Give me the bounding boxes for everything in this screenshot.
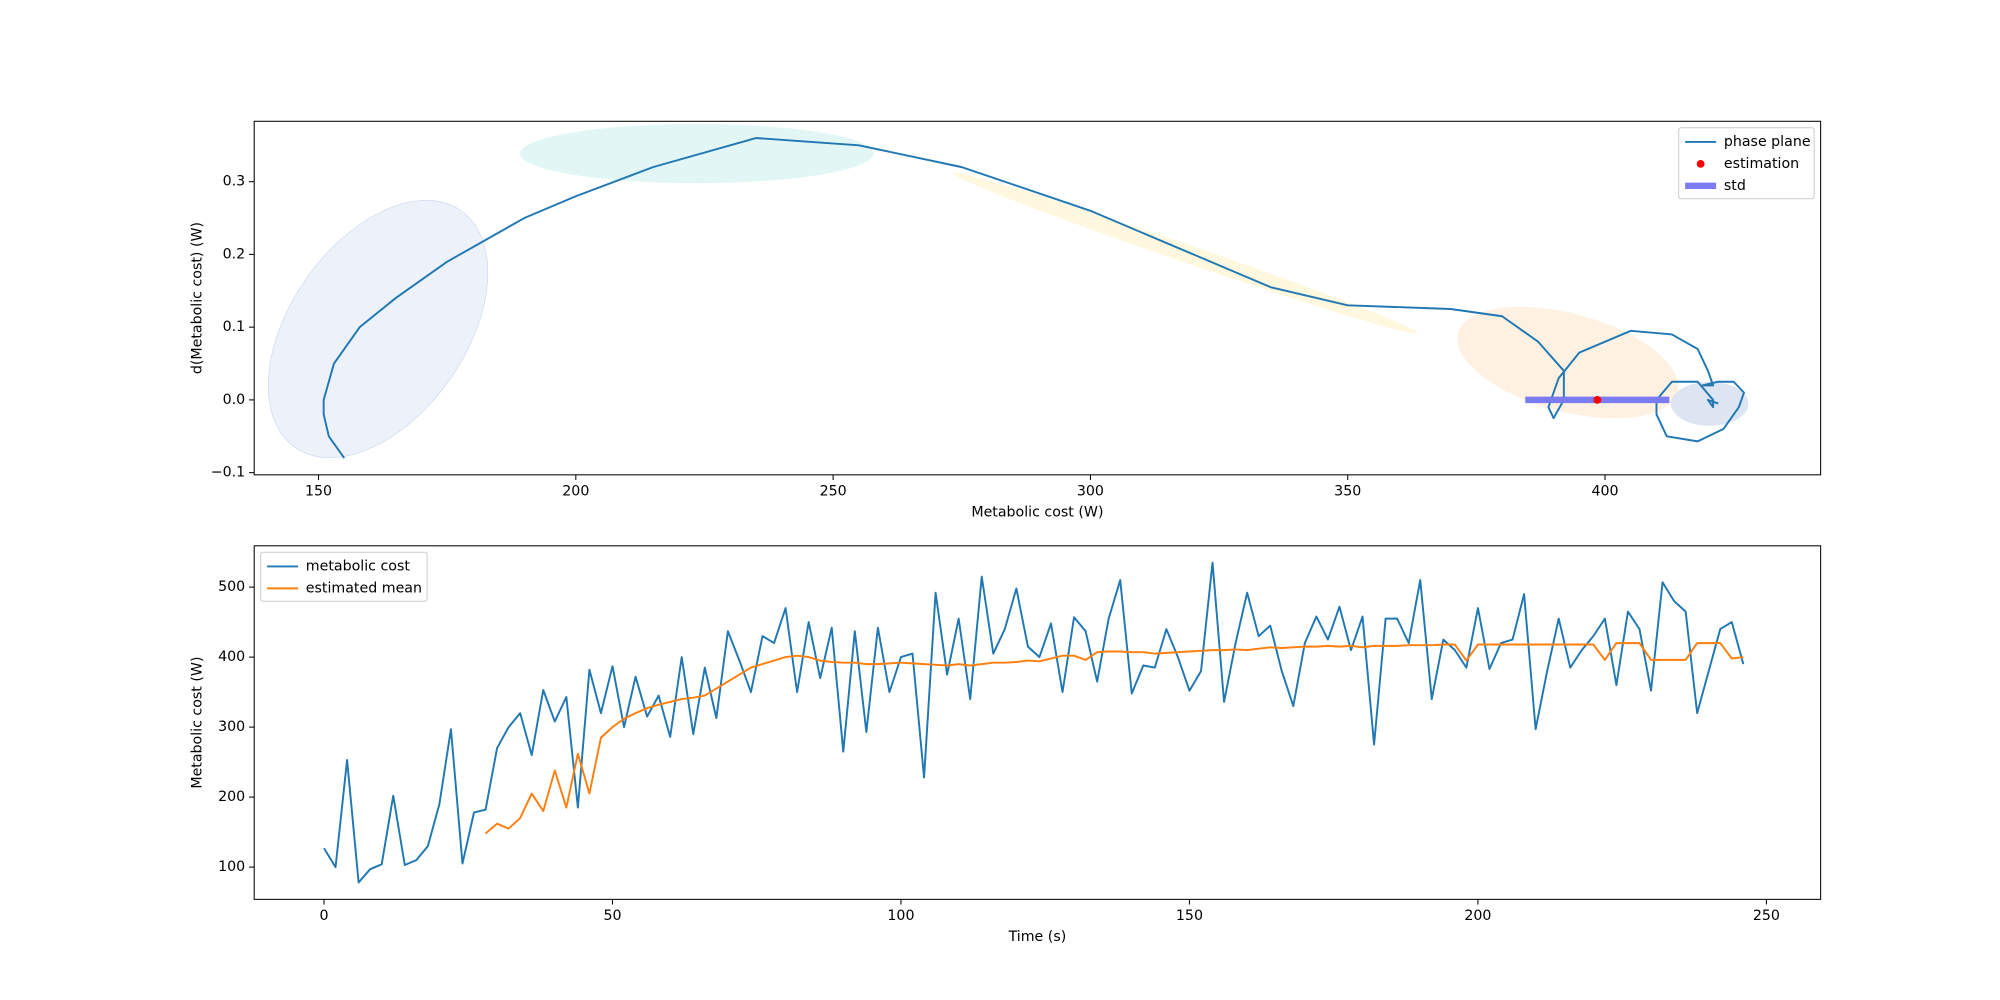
y-tick-label: 0.2 <box>223 246 246 262</box>
series-line <box>323 561 1745 884</box>
y-tick-label: 100 <box>218 859 245 875</box>
x-tick-label: 400 <box>1591 484 1618 500</box>
x-axis-label: Time (s) <box>1008 929 1067 945</box>
legend-box <box>1678 127 1815 200</box>
y-tick-label: 500 <box>218 579 245 595</box>
legend-label: phase plane <box>1724 134 1811 150</box>
ellipse <box>952 172 1417 334</box>
y-tick-label: −0.1 <box>211 465 245 481</box>
ellipse <box>267 200 489 459</box>
ellipse <box>1457 306 1679 419</box>
legend-label: estimation <box>1724 156 1799 172</box>
x-tick-label: 150 <box>305 484 332 500</box>
legend-box <box>260 551 428 602</box>
x-tick-label: 100 <box>887 908 914 924</box>
legend-swatch <box>1696 160 1705 168</box>
y-tick-label: 300 <box>218 719 245 735</box>
series-line <box>322 137 1745 459</box>
legend-label: std <box>1724 178 1746 194</box>
axes-frame <box>253 120 1822 476</box>
x-tick-label: 50 <box>603 908 621 924</box>
x-tick-label: 150 <box>1176 908 1203 924</box>
series-line <box>484 642 1744 835</box>
x-tick-label: 300 <box>1077 484 1104 500</box>
x-tick-label: 0 <box>319 908 328 924</box>
uncertainty-ellipses <box>267 123 1749 459</box>
y-axis-label: Metabolic cost (W) <box>189 657 205 789</box>
axes-frame <box>253 545 1822 900</box>
x-tick-label: 350 <box>1334 484 1361 500</box>
y-axis-label: d(Metabolic cost) (W) <box>189 222 205 374</box>
x-tick-label: 200 <box>1464 908 1491 924</box>
estimation-point <box>1593 396 1602 404</box>
legend-label: estimated mean <box>306 580 422 596</box>
x-axis-label: Metabolic cost (W) <box>971 504 1103 520</box>
x-tick-label: 250 <box>820 484 847 500</box>
ellipse <box>520 123 874 184</box>
x-tick-label: 200 <box>562 484 589 500</box>
x-tick-label: 250 <box>1753 908 1780 924</box>
legend-label: metabolic cost <box>306 558 411 574</box>
y-tick-label: 200 <box>218 789 245 805</box>
y-tick-label: 0.1 <box>223 319 246 335</box>
y-tick-label: 0.0 <box>223 392 246 408</box>
y-tick-label: 0.3 <box>223 174 246 190</box>
y-tick-label: 400 <box>218 649 245 665</box>
